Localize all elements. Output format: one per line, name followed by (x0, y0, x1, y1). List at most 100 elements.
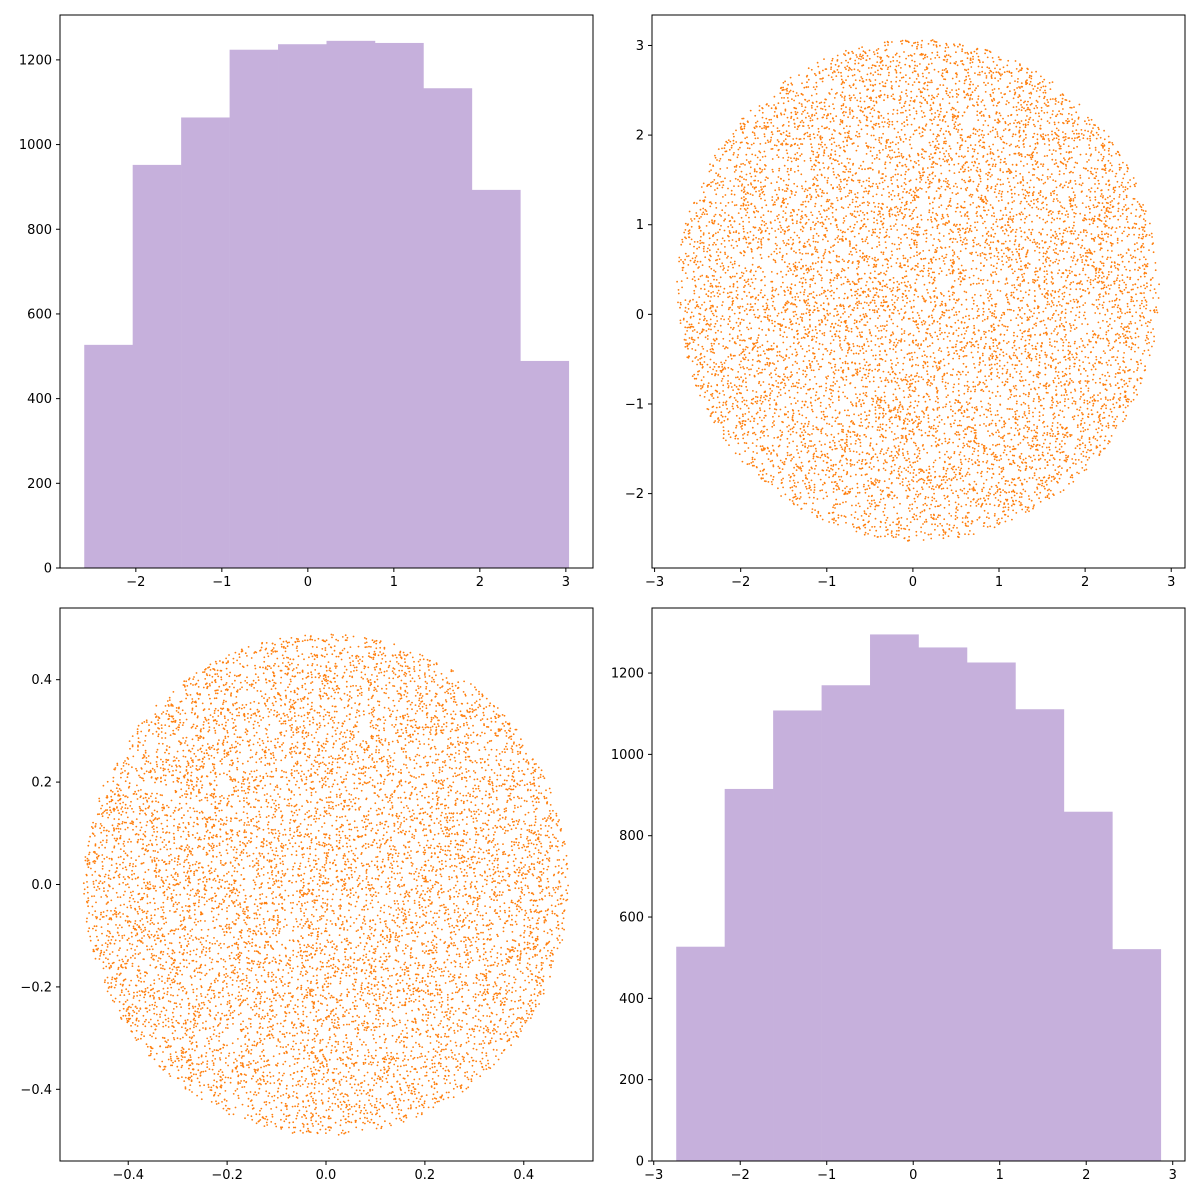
scatter-point (799, 252, 801, 254)
scatter-point (801, 281, 804, 284)
scatter-point (1096, 226, 1099, 228)
scatter-point (1105, 333, 1108, 336)
scatter-point (1037, 120, 1039, 123)
scatter-point (922, 275, 924, 278)
scatter-point (893, 433, 896, 435)
scatter-point (943, 263, 946, 265)
scatter-point (989, 175, 992, 178)
scatter-point (1007, 101, 1010, 104)
scatter-point (788, 424, 790, 427)
scatter-point (793, 123, 796, 125)
scatter-point (841, 489, 844, 492)
scatter-point (1128, 308, 1131, 311)
scatter-point (1126, 302, 1129, 305)
scatter-point (751, 398, 753, 401)
scatter-point (727, 380, 729, 382)
scatter-point (866, 218, 869, 221)
scatter-point (820, 279, 823, 282)
scatter-point (1026, 153, 1029, 156)
scatter-point (774, 308, 776, 311)
scatter-point (1110, 211, 1112, 214)
scatter-point (754, 433, 757, 436)
scatter-point (1063, 383, 1066, 386)
scatter-point (913, 441, 915, 444)
scatter-point (1122, 255, 1124, 258)
scatter-point (879, 358, 881, 360)
scatter-point (995, 424, 997, 427)
scatter-point (974, 236, 976, 239)
scatter-point (768, 407, 771, 410)
scatter-point (933, 476, 936, 479)
scatter-point (884, 503, 887, 506)
scatter-point (1128, 323, 1131, 325)
scatter-point (936, 135, 938, 138)
scatter-point (1064, 336, 1066, 338)
scatter-point (992, 341, 995, 344)
scatter-point (1141, 352, 1144, 355)
scatter-point (884, 44, 886, 47)
scatter-point (931, 211, 934, 214)
scatter-point (929, 109, 932, 112)
scatter-point (921, 131, 924, 134)
scatter-point (1114, 186, 1117, 189)
scatter-point (974, 133, 977, 136)
scatter-point (736, 293, 739, 296)
scatter-point (707, 370, 709, 373)
scatter-point (993, 315, 996, 318)
scatter-point (942, 358, 945, 361)
scatter-point (1069, 330, 1072, 332)
scatter-point (896, 512, 899, 515)
scatter-point (815, 191, 818, 193)
scatter-point (954, 321, 957, 324)
scatter-point (920, 110, 923, 112)
scatter-point (996, 149, 999, 152)
scatter-point (895, 76, 898, 78)
scatter-point (1065, 279, 1067, 282)
scatter-point (859, 210, 862, 212)
scatter-point (977, 442, 980, 445)
scatter-point (987, 297, 989, 299)
scatter-point (965, 473, 968, 476)
hist-bar (229, 49, 279, 569)
scatter-point (801, 465, 804, 467)
scatter-point (955, 128, 958, 131)
scatter-point (957, 268, 960, 270)
scatter-point (1024, 339, 1027, 342)
scatter-point (811, 119, 814, 121)
scatter-point (921, 91, 923, 94)
scatter-point (1062, 344, 1064, 347)
scatter-point (1040, 86, 1043, 89)
scatter-point (955, 313, 958, 316)
scatter-point (748, 322, 751, 325)
scatter-point (838, 184, 841, 186)
scatter-point (1044, 362, 1046, 365)
scatter-point (794, 348, 797, 351)
scatter-point (933, 492, 935, 495)
scatter-point (913, 198, 916, 200)
scatter-point (843, 307, 845, 310)
scatter-point (881, 358, 884, 361)
scatter-point (1036, 87, 1039, 89)
scatter-point (879, 231, 881, 234)
scatter-point (863, 316, 866, 319)
scatter-point (815, 100, 818, 103)
scatter-point (937, 401, 939, 404)
scatter-point (795, 313, 798, 316)
scatter-point (1035, 358, 1038, 361)
scatter-point (781, 228, 784, 231)
scatter-point (693, 276, 696, 278)
scatter-point (708, 170, 711, 173)
scatter-point (873, 221, 875, 224)
scatter-point (1001, 255, 1004, 258)
scatter-point (1146, 263, 1149, 265)
scatter-point (936, 214, 939, 217)
scatter-point (849, 113, 851, 115)
scatter-point (986, 242, 989, 245)
scatter-point (782, 210, 785, 213)
scatter-point (977, 308, 980, 310)
scatter-point (793, 99, 795, 102)
scatter-point (1111, 306, 1114, 308)
scatter-point (1053, 198, 1055, 201)
scatter-point (808, 349, 811, 352)
scatter-point (920, 46, 923, 49)
